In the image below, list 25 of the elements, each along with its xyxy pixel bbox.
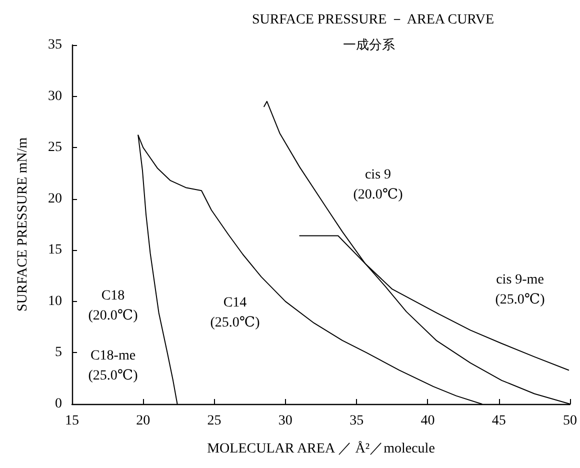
chart-title: SURFACE PRESSURE － AREA CURVE <box>252 12 494 28</box>
y-tick-label: 10 <box>48 294 62 309</box>
annotation: cis 9-me (25.0℃) <box>495 272 546 308</box>
x-tick-label: 40 <box>420 414 435 428</box>
annotation: C18-me (25.0℃) <box>88 348 138 384</box>
y-tick-label: 5 <box>55 345 62 360</box>
y-tick-label: 20 <box>48 191 62 206</box>
y-tick-label: 35 <box>48 38 62 52</box>
annotation: C18 (20.0℃) <box>88 288 138 324</box>
x-tick-label: 35 <box>350 414 364 428</box>
y-tick-label: 0 <box>55 396 62 412</box>
annotation: cis 9 (20.0℃) <box>353 168 404 202</box>
x-axis-title: MOLECULAR AREA ／ Å²／molecule <box>207 440 435 456</box>
x-tick-label: 20 <box>136 414 150 428</box>
chart-subtitle: 一成分系 <box>343 38 395 53</box>
annotation: C14 (25.0℃) <box>210 296 260 330</box>
y-tick-label: 25 <box>48 140 62 156</box>
y-tick-label: 15 <box>48 242 62 258</box>
x-tick-label: 45 <box>492 414 506 428</box>
y-tick-label: 30 <box>48 88 62 104</box>
x-tick-label: 15 <box>65 414 79 428</box>
x-tick-label: 25 <box>207 414 222 428</box>
y-axis-title: SURFACE PRESSURE mN/m <box>16 137 30 312</box>
x-tick-label: 30 <box>278 414 292 428</box>
x-tick-label: 50 <box>563 414 577 428</box>
